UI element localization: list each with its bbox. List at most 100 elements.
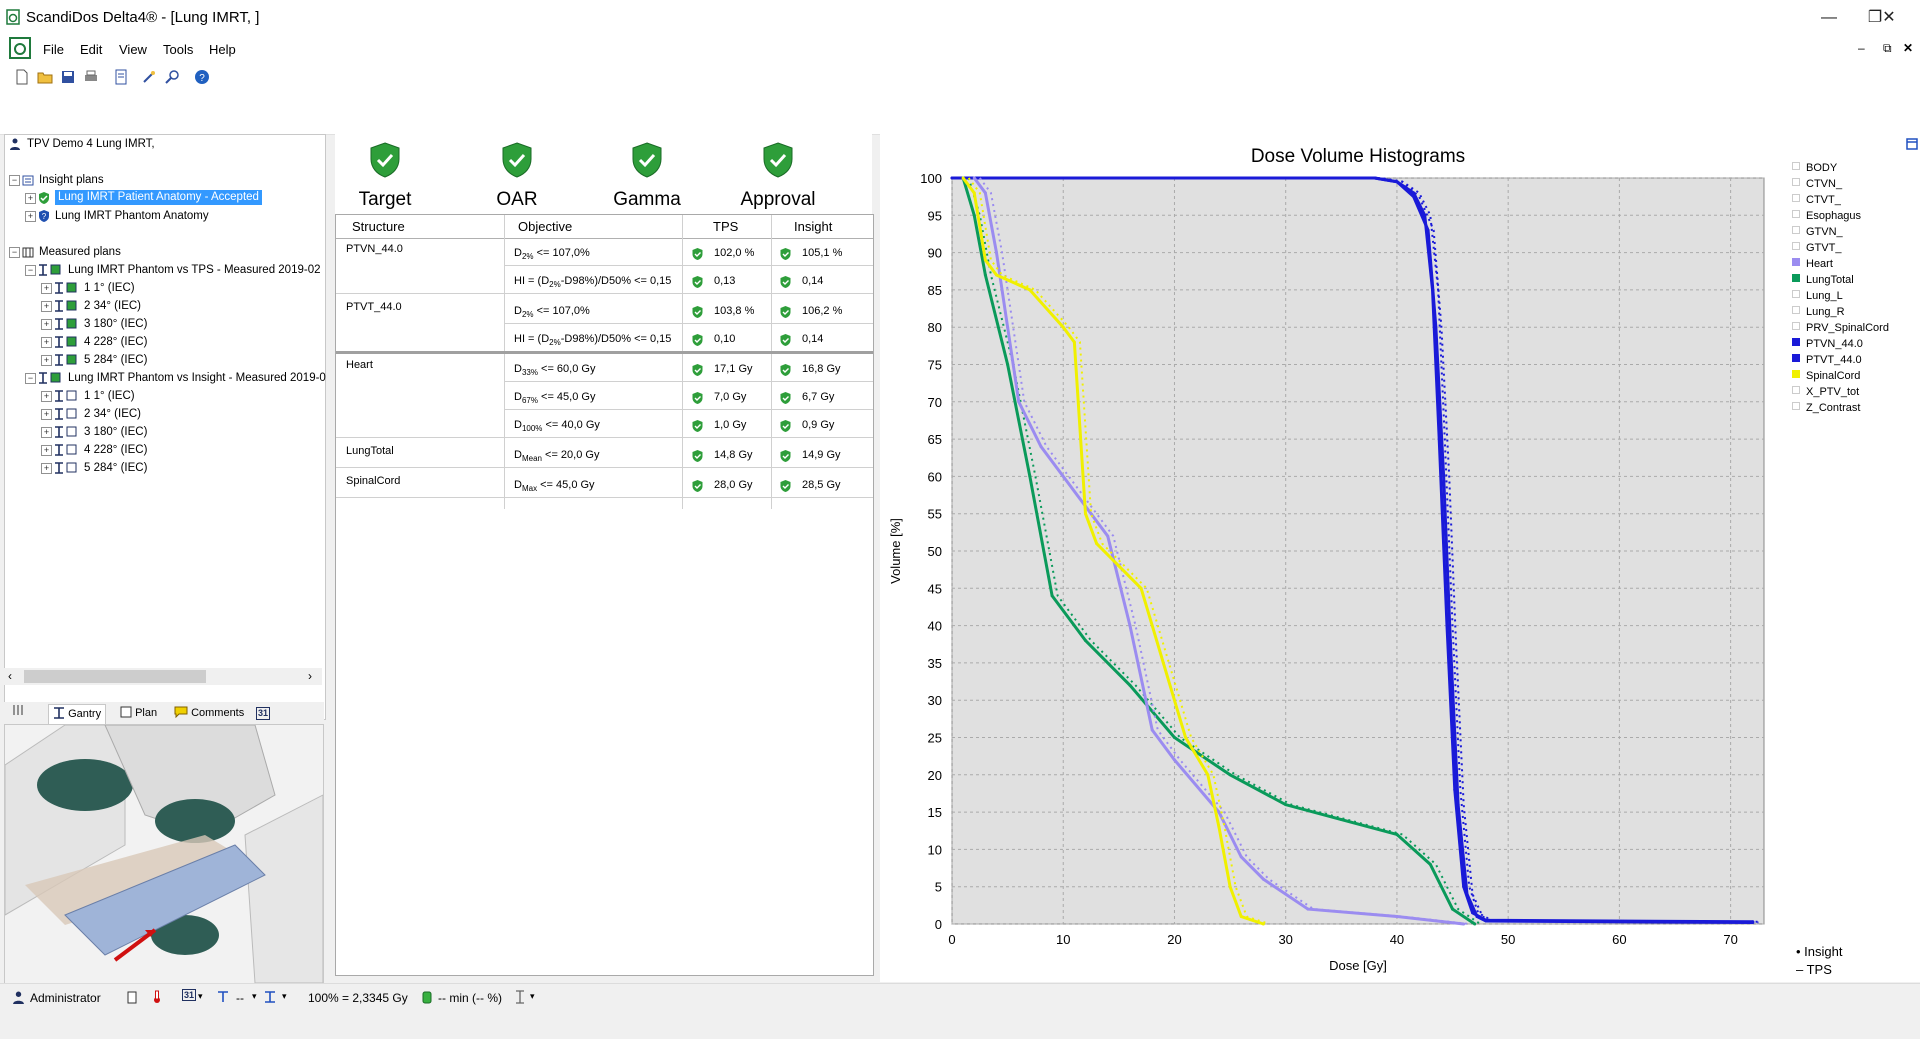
device-icon[interactable] [126, 991, 138, 1004]
dvh-point [1172, 736, 1176, 739]
collapse-icon[interactable]: − [9, 247, 20, 258]
legend-item[interactable]: Lung_R [1792, 304, 1845, 320]
restore-button[interactable]: ❐ [1867, 9, 1883, 26]
tab-calendar[interactable]: 31 [252, 704, 274, 723]
legend-item[interactable]: LungTotal [1792, 272, 1854, 288]
new-file-icon[interactable] [14, 69, 30, 85]
legend-item[interactable]: Lung_L [1792, 288, 1843, 304]
objective-cell: D67% <= 45,0 Gy [514, 391, 595, 405]
tab-plan[interactable]: Plan [116, 704, 161, 723]
scroll-left-icon[interactable]: ‹ [8, 669, 12, 683]
tree-horizontal-scrollbar[interactable]: ‹ › [4, 668, 322, 685]
col-header-insight[interactable]: Insight [794, 219, 833, 234]
status-approval-label: Approval [740, 189, 816, 210]
legend-swatch-icon[interactable] [1792, 322, 1800, 330]
legend-swatch-icon[interactable] [1792, 290, 1800, 298]
dvh-point [994, 273, 998, 277]
dropdown-arrow-icon[interactable]: ▾ [252, 991, 257, 1001]
close-button[interactable]: ✕ [1882, 9, 1896, 26]
expand-icon[interactable]: + [25, 193, 36, 204]
legend-item[interactable]: X_PTV_tot [1792, 384, 1859, 400]
save-icon[interactable] [60, 69, 76, 85]
legend-swatch-icon[interactable] [1792, 354, 1800, 362]
legend-swatch-icon[interactable] [1792, 402, 1800, 410]
menu-file[interactable]: File [43, 42, 64, 57]
legend-swatch-icon[interactable] [1792, 178, 1800, 186]
expand-icon[interactable]: + [41, 355, 52, 366]
chart-options-icon[interactable] [1906, 138, 1918, 150]
legend-item[interactable]: PRV_SpinalCord [1792, 320, 1889, 336]
collimator-icon[interactable] [264, 991, 278, 1003]
legend-swatch-icon[interactable] [1792, 258, 1800, 266]
legend-item[interactable]: BODY [1792, 160, 1837, 176]
tab-gantry[interactable]: Gantry [48, 704, 107, 724]
expand-icon[interactable]: + [41, 409, 52, 420]
calendar-dropdown-icon[interactable]: 31 [182, 989, 197, 1001]
mdi-minimize-button[interactable]: – [1858, 41, 1865, 55]
menu-help[interactable]: Help [209, 42, 236, 57]
thermometer-icon[interactable] [150, 990, 164, 1004]
collapse-icon[interactable]: − [25, 373, 36, 384]
legend-item[interactable]: PTVT_44.0 [1792, 352, 1862, 368]
tool-wand-icon[interactable] [141, 69, 157, 85]
menu-tools[interactable]: Tools [163, 42, 194, 57]
report-icon[interactable] [113, 69, 129, 85]
expand-icon[interactable]: + [41, 427, 52, 438]
legend-swatch-icon[interactable] [1792, 242, 1800, 250]
gantry-3d-view[interactable] [4, 724, 324, 984]
expand-icon[interactable]: + [41, 319, 52, 330]
legend-swatch-icon[interactable] [1792, 370, 1800, 378]
scroll-right-icon[interactable]: › [308, 669, 312, 683]
legend-swatch-icon[interactable] [1792, 386, 1800, 394]
print-icon[interactable] [83, 69, 99, 85]
mdi-restore-button[interactable]: ⧉ [1883, 41, 1892, 55]
legend-swatch-icon[interactable] [1792, 194, 1800, 202]
col-header-tps[interactable]: TPS [713, 219, 739, 234]
objective-threshold: -D98%)/D50% <= 0,15 [560, 275, 672, 287]
legend-swatch-icon[interactable] [1792, 306, 1800, 314]
legend-item[interactable]: GTVT_ [1792, 240, 1841, 256]
expand-icon[interactable]: + [41, 445, 52, 456]
zoom-icon[interactable] [164, 69, 180, 85]
dvh-chart[interactable]: Dose Volume Histograms 0 10 20 30 40 50 60 70 0 5 1… [880, 134, 1786, 982]
legend-swatch-icon[interactable] [1792, 210, 1800, 218]
gantry-status-icon[interactable] [217, 991, 231, 1003]
legend-item[interactable]: GTVN_ [1792, 224, 1843, 240]
legend-swatch-icon[interactable] [1792, 162, 1800, 170]
expand-icon[interactable]: + [25, 211, 36, 222]
minimize-button[interactable]: — [1821, 9, 1837, 26]
scroll-thumb[interactable] [24, 670, 206, 683]
expand-icon[interactable]: + [41, 391, 52, 402]
legend-item[interactable]: SpinalCord [1792, 368, 1860, 384]
expand-icon[interactable]: + [41, 337, 52, 348]
legend-item[interactable]: PTVN_44.0 [1792, 336, 1863, 352]
cursor-tool-icon[interactable] [514, 990, 526, 1004]
calendar-icon: 31 [256, 707, 271, 720]
tab-overview[interactable] [8, 704, 30, 723]
col-header-structure[interactable]: Structure [352, 219, 405, 234]
mdi-close-button[interactable]: ✕ [1903, 41, 1914, 55]
menu-view[interactable]: View [119, 42, 147, 57]
dropdown-arrow-icon[interactable]: ▾ [530, 991, 535, 1001]
help-icon[interactable]: ? [194, 69, 210, 85]
legend-item[interactable]: Z_Contrast [1792, 400, 1860, 416]
expand-icon[interactable]: + [41, 283, 52, 294]
legend-item[interactable]: CTVN_ [1792, 176, 1842, 192]
legend-item[interactable]: Heart [1792, 256, 1833, 272]
collapse-icon[interactable]: − [9, 175, 20, 186]
dropdown-arrow-icon[interactable]: ▾ [282, 991, 287, 1001]
tab-comments[interactable]: Comments [170, 704, 248, 723]
legend-swatch-icon[interactable] [1792, 274, 1800, 282]
open-folder-icon[interactable] [37, 69, 53, 85]
legend-item[interactable]: Esophagus [1792, 208, 1861, 224]
legend-swatch-icon[interactable] [1792, 226, 1800, 234]
legend-item[interactable]: CTVT_ [1792, 192, 1841, 208]
expand-icon[interactable]: + [41, 463, 52, 474]
objective-text: D [514, 419, 522, 431]
menu-edit[interactable]: Edit [80, 42, 103, 57]
col-header-objective[interactable]: Objective [518, 219, 573, 234]
collapse-icon[interactable]: − [25, 265, 36, 276]
expand-icon[interactable]: + [41, 301, 52, 312]
dropdown-arrow-icon[interactable]: ▾ [198, 991, 203, 1001]
legend-swatch-icon[interactable] [1792, 338, 1800, 346]
